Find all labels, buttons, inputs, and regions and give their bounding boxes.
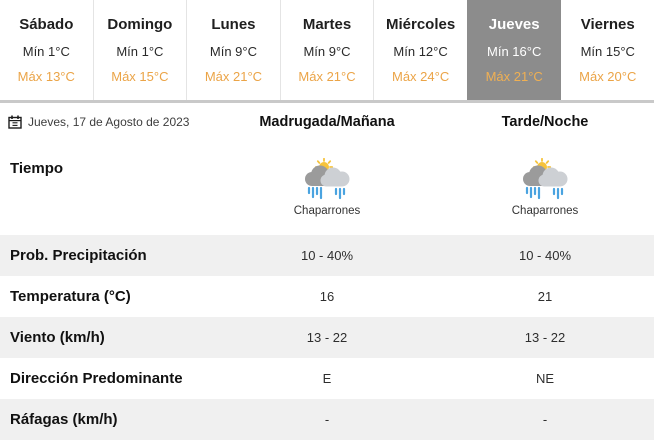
date-text: Jueves, 17 de Agosto de 2023 xyxy=(28,114,190,129)
row-prob-precipitacion: Prob. Precipitación 10 - 40% 10 - 40% xyxy=(0,235,654,276)
tab-max-temp: Máx 20°C xyxy=(579,69,637,84)
value-madrugada: 10 - 40% xyxy=(300,248,354,263)
date-header-bar: Jueves, 17 de Agosto de 2023 Madrugada/M… xyxy=(0,103,654,140)
value-madrugada: E xyxy=(322,371,332,386)
value-tarde: - xyxy=(542,412,548,427)
selected-date: Jueves, 17 de Agosto de 2023 xyxy=(0,115,218,129)
tab-day-label: Lunes xyxy=(211,16,256,33)
tab-day-label: Viernes xyxy=(580,16,635,33)
tab-max-temp: Máx 15°C xyxy=(111,69,169,84)
row-tiempo: Tiempo xyxy=(0,140,654,235)
row-label: Temperatura (°C) xyxy=(10,288,131,305)
tab-min-temp: Mín 9°C xyxy=(209,44,257,59)
value-madrugada: 16 xyxy=(319,289,335,304)
tab-martes[interactable]: Martes Mín 9°C Máx 21°C xyxy=(279,0,374,100)
row-direccion-predominante: Dirección Predominante E NE xyxy=(0,358,654,399)
tab-min-temp: Mín 16°C xyxy=(487,44,542,59)
tab-max-temp: Máx 24°C xyxy=(391,69,450,84)
value-tarde: 10 - 40% xyxy=(518,248,572,263)
tab-sabado[interactable]: Sábado Mín 1°C Máx 13°C xyxy=(0,0,93,100)
weather-condition-label: Chaparrones xyxy=(293,205,361,217)
value-tarde: 21 xyxy=(537,289,553,304)
value-tarde: 13 - 22 xyxy=(524,330,566,345)
calendar-icon xyxy=(8,115,22,129)
row-temperatura: Temperatura (°C) 16 21 xyxy=(0,276,654,317)
tab-viernes[interactable]: Viernes Mín 15°C Máx 20°C xyxy=(560,0,654,100)
tab-min-temp: Mín 1°C xyxy=(22,44,70,59)
tab-day-label: Sábado xyxy=(19,16,74,33)
tab-max-temp: Máx 21°C xyxy=(298,69,356,84)
tab-day-label: Martes xyxy=(302,16,352,33)
value-madrugada: - xyxy=(324,412,330,427)
showers-icon xyxy=(305,158,350,200)
day-tabs: Sábado Mín 1°C Máx 13°C Domingo Mín 1°C … xyxy=(0,0,654,103)
tab-day-label: Miércoles xyxy=(386,16,456,33)
tab-max-temp: Máx 21°C xyxy=(485,69,543,84)
tab-day-label: Jueves xyxy=(488,16,540,33)
tab-miercoles[interactable]: Miércoles Mín 12°C Máx 24°C xyxy=(373,0,467,100)
tab-min-temp: Mín 12°C xyxy=(393,44,448,59)
column-header-tarde-noche: Tarde/Noche xyxy=(501,113,589,130)
showers-icon xyxy=(523,158,568,200)
tab-min-temp: Mín 9°C xyxy=(303,44,351,59)
row-rafagas: Ráfagas (km/h) - - xyxy=(0,399,654,440)
weather-condition-label: Chaparrones xyxy=(511,205,579,217)
tab-max-temp: Máx 13°C xyxy=(17,69,75,84)
weather-cell-tarde: Chaparrones xyxy=(436,158,654,217)
column-header-madrugada-manana: Madrugada/Mañana xyxy=(259,113,395,130)
row-label: Ráfagas (km/h) xyxy=(10,411,118,428)
row-label: Dirección Predominante xyxy=(10,370,183,387)
row-label: Tiempo xyxy=(10,160,64,177)
tab-min-temp: Mín 15°C xyxy=(580,44,635,59)
tab-day-label: Domingo xyxy=(107,16,173,33)
value-madrugada: 13 - 22 xyxy=(306,330,348,345)
weather-cell-madrugada: Chaparrones xyxy=(218,158,436,217)
tab-lunes[interactable]: Lunes Mín 9°C Máx 21°C xyxy=(186,0,280,100)
row-label: Viento (km/h) xyxy=(10,329,105,346)
value-tarde: NE xyxy=(535,371,555,386)
tab-max-temp: Máx 21°C xyxy=(204,69,263,84)
tab-domingo[interactable]: Domingo Mín 1°C Máx 15°C xyxy=(92,0,187,100)
tab-min-temp: Mín 1°C xyxy=(116,44,164,59)
tab-jueves[interactable]: Jueves Mín 16°C Máx 21°C xyxy=(466,0,561,100)
row-viento: Viento (km/h) 13 - 22 13 - 22 xyxy=(0,317,654,358)
row-label: Prob. Precipitación xyxy=(10,247,147,264)
